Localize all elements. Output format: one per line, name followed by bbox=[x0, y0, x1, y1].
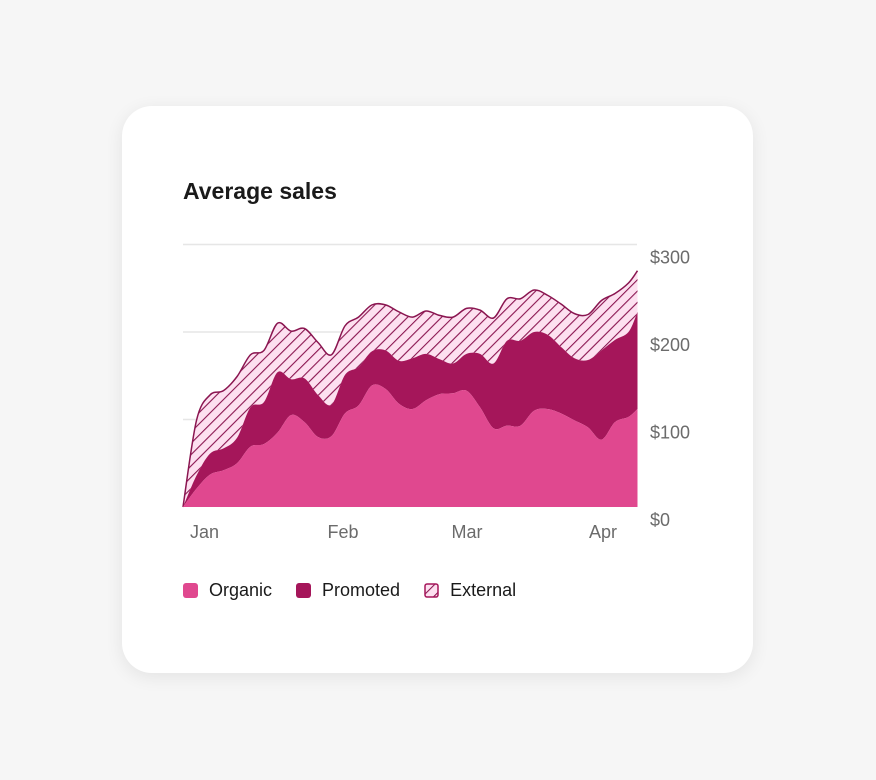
area-organic bbox=[183, 384, 638, 507]
area-promoted bbox=[183, 311, 638, 507]
legend-label: External bbox=[450, 580, 517, 600]
chart-title: Average sales bbox=[183, 178, 337, 204]
legend-item-organic[interactable]: Organic bbox=[183, 580, 272, 601]
x-tick-label: Jan bbox=[190, 522, 219, 542]
x-tick-label: Apr bbox=[589, 522, 617, 542]
organic-swatch bbox=[183, 583, 198, 598]
area-external-outline bbox=[182, 270, 639, 508]
legend-label: Organic bbox=[209, 580, 273, 600]
y-tick-label: $200 bbox=[650, 335, 690, 355]
promoted-swatch bbox=[296, 583, 312, 598]
legend-item-promoted[interactable]: Promoted bbox=[296, 580, 400, 601]
external-hatched-swatch bbox=[424, 583, 439, 598]
area-external bbox=[183, 270, 638, 507]
x-tick-label: Feb bbox=[328, 522, 359, 542]
legend: Organic Promoted External bbox=[183, 580, 516, 601]
legend-item-external[interactable]: External bbox=[424, 580, 516, 601]
y-tick-label: $0 bbox=[650, 510, 670, 530]
y-tick-label: $100 bbox=[650, 423, 690, 443]
y-tick-label: $300 bbox=[650, 248, 690, 268]
x-tick-label: Mar bbox=[452, 522, 483, 542]
legend-label: Promoted bbox=[322, 580, 401, 600]
